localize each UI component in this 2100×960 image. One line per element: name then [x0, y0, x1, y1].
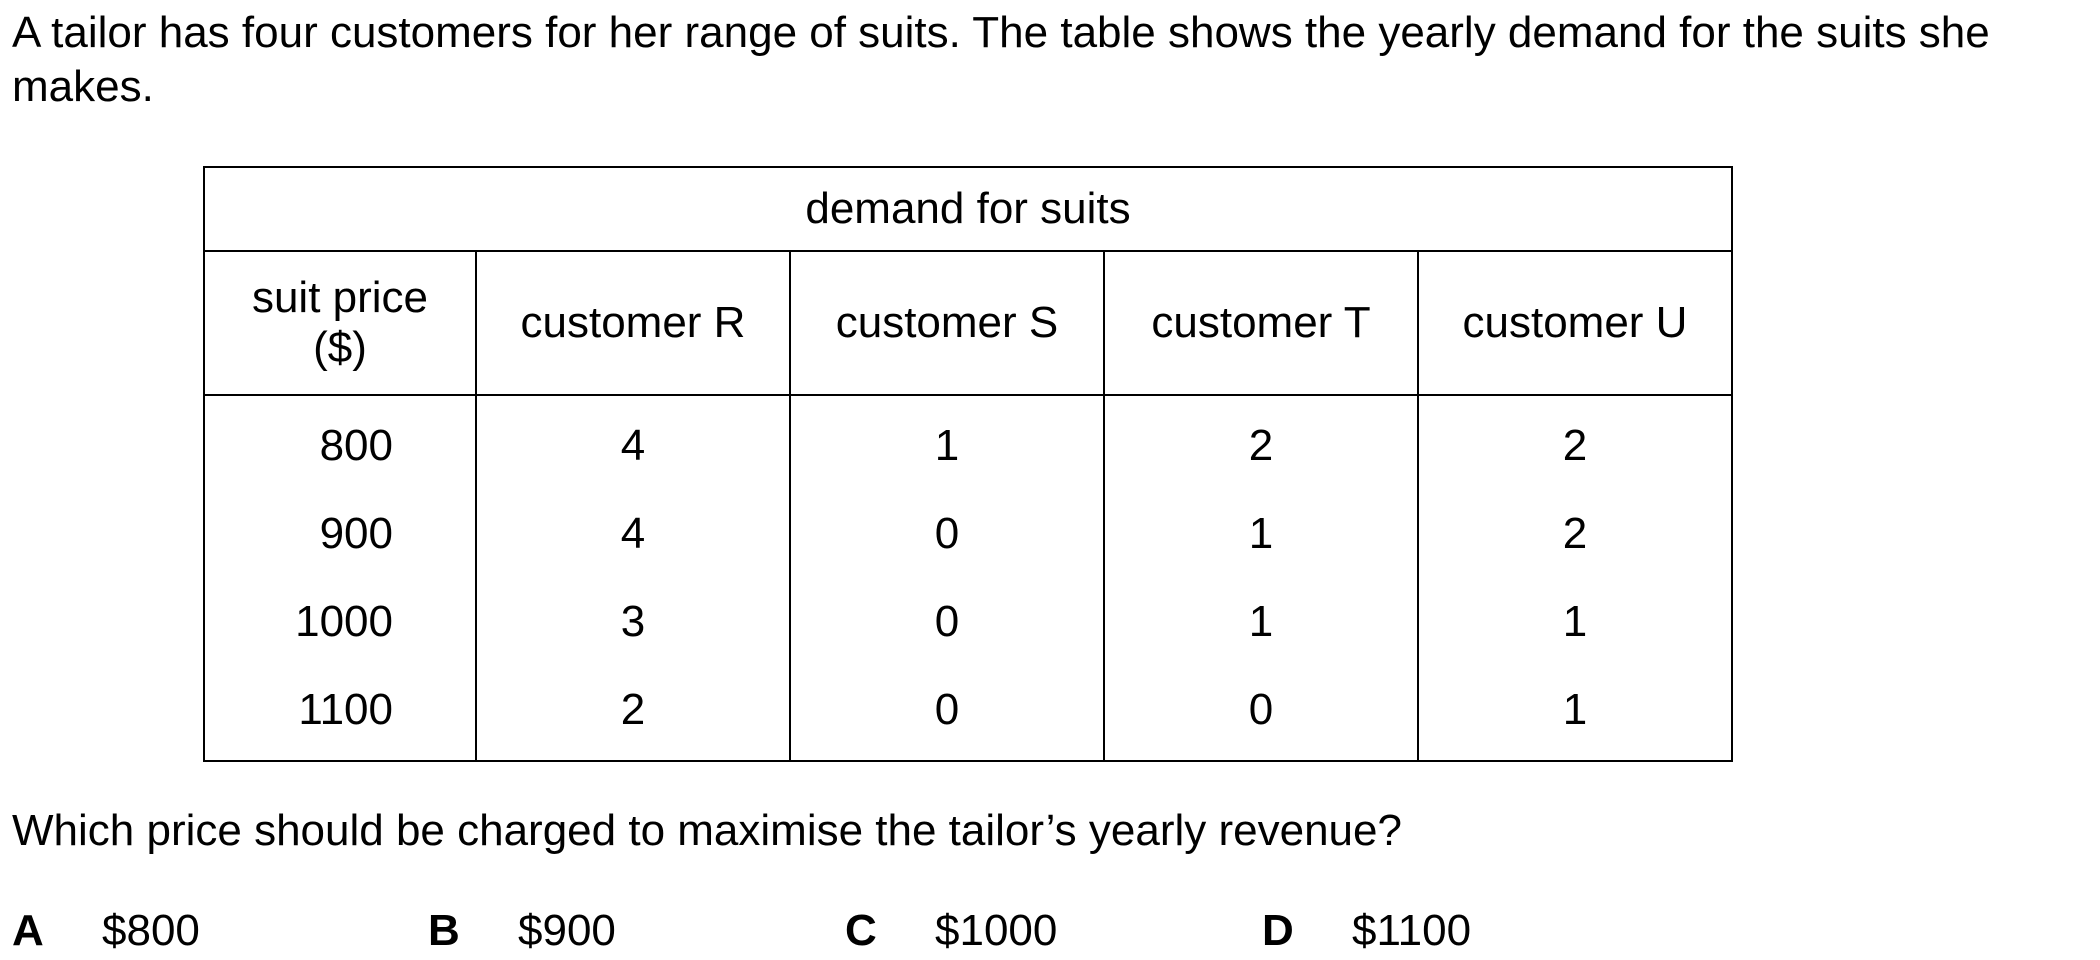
option-value: $900	[518, 906, 616, 955]
table-row: 1000 3 0 1 1	[203, 578, 1733, 666]
customer-r-header: customer R	[475, 250, 791, 396]
option-d[interactable]: D $1100	[1262, 904, 1471, 958]
demand-cell: 2	[475, 666, 791, 762]
demand-cell: 3	[475, 578, 791, 666]
suit-price-header-line2: ($)	[313, 323, 367, 372]
demand-cell: 1	[1103, 490, 1419, 578]
option-letter: D	[1262, 906, 1294, 955]
table-row: 800 4 1 2 2	[203, 395, 1733, 490]
option-value: $1100	[1352, 906, 1472, 955]
table-caption-row: demand for suits	[203, 166, 1733, 252]
option-value: $800	[102, 906, 200, 955]
demand-cell: 0	[789, 578, 1105, 666]
demand-cell: 4	[475, 395, 791, 490]
answer-options: A $800 B $900 C $1000 D $1100	[12, 904, 2012, 958]
table-caption: demand for suits	[203, 166, 1733, 252]
demand-table: demand for suits suit price ($) customer…	[203, 166, 1733, 762]
option-value: $1000	[935, 906, 1058, 955]
table-header-row: suit price ($) customer R customer S cus…	[203, 250, 1733, 396]
demand-cell: 1	[1103, 578, 1419, 666]
option-a[interactable]: A $800	[12, 904, 200, 958]
question-text: Which price should be charged to maximis…	[12, 806, 1402, 855]
option-letter: C	[845, 906, 877, 955]
demand-cell: 1	[1417, 666, 1733, 762]
customer-t-header: customer T	[1103, 250, 1419, 396]
table-row: 1100 2 0 0 1	[203, 666, 1733, 762]
price-cell: 900	[203, 490, 477, 578]
question-intro: A tailor has four customers for her rang…	[12, 8, 1990, 111]
price-cell: 1000	[203, 578, 477, 666]
demand-cell: 2	[1417, 395, 1733, 490]
demand-cell: 4	[475, 490, 791, 578]
suit-price-header-line1: suit price	[251, 273, 429, 322]
table-row: 900 4 0 1 2	[203, 490, 1733, 578]
demand-cell: 2	[1103, 395, 1419, 490]
demand-cell: 0	[789, 490, 1105, 578]
demand-cell: 1	[1417, 578, 1733, 666]
price-cell: 1100	[203, 666, 477, 762]
option-letter: B	[428, 906, 460, 955]
suit-price-header: suit price ($)	[203, 250, 477, 396]
demand-cell: 0	[1103, 666, 1419, 762]
demand-cell: 2	[1417, 490, 1733, 578]
demand-cell: 1	[789, 395, 1105, 490]
option-b[interactable]: B $900	[428, 904, 616, 958]
option-letter: A	[12, 906, 44, 955]
demand-cell: 0	[789, 666, 1105, 762]
option-c[interactable]: C $1000	[845, 904, 1057, 958]
customer-u-header: customer U	[1417, 250, 1733, 396]
price-cell: 800	[203, 395, 477, 490]
customer-s-header: customer S	[789, 250, 1105, 396]
